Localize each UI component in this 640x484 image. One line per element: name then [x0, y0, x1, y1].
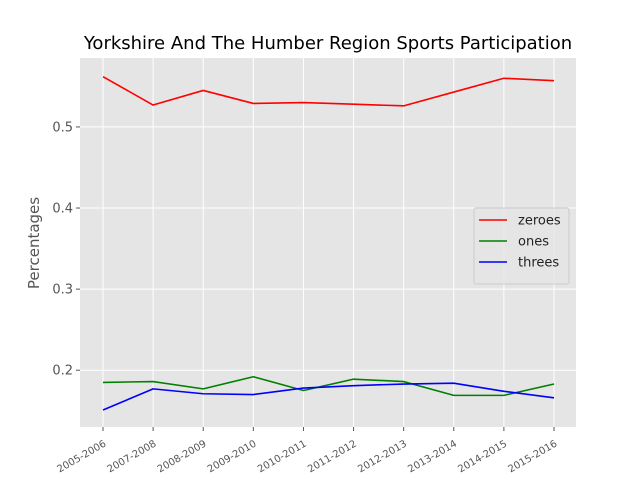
chart-title: Yorkshire And The Humber Region Sports P… — [83, 33, 572, 54]
y-tick-label: 0.5 — [52, 120, 73, 135]
series-line-ones — [102, 375, 555, 397]
legend-label-threes: threes — [518, 256, 559, 271]
grid-lines — [80, 58, 576, 427]
legend: zeroes ones threes — [473, 207, 570, 285]
series-lines — [102, 75, 555, 411]
series-line-zeroes — [102, 75, 555, 107]
legend-label-zeroes: zeroes — [518, 214, 561, 229]
series-line-threes — [102, 382, 555, 411]
y-axis-label: Percentages — [25, 197, 43, 289]
y-tick-label: 0.2 — [52, 364, 73, 379]
y-tick-label: 0.4 — [52, 202, 73, 217]
y-axis-ticks: 0.2 0.3 0.4 0.5 — [52, 120, 80, 379]
legend-box — [473, 207, 570, 285]
y-tick-label: 0.3 — [52, 283, 73, 298]
legend-label-ones: ones — [518, 235, 549, 250]
